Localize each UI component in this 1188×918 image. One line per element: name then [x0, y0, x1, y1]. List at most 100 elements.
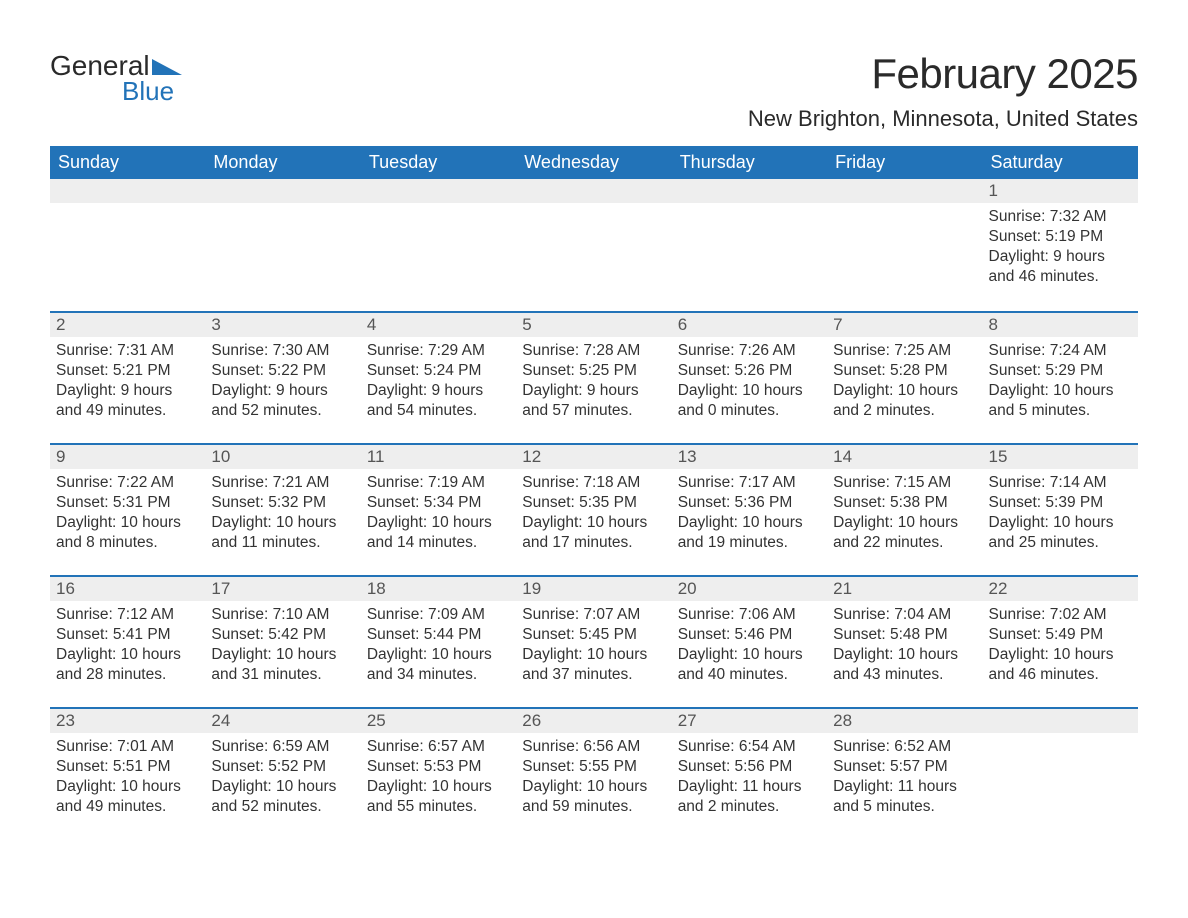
day-body: Sunrise: 7:24 AMSunset: 5:29 PMDaylight:…	[983, 337, 1138, 432]
day-number: 7	[827, 313, 982, 337]
day-body: Sunrise: 6:56 AMSunset: 5:55 PMDaylight:…	[516, 733, 671, 828]
day-number: 5	[516, 313, 671, 337]
weekday-header: Saturday	[983, 146, 1138, 179]
weekday-header: Sunday	[50, 146, 205, 179]
weekday-header: Friday	[827, 146, 982, 179]
day-d1: Daylight: 10 hours	[56, 645, 199, 665]
day-body: Sunrise: 7:22 AMSunset: 5:31 PMDaylight:…	[50, 469, 205, 564]
day-d1: Daylight: 10 hours	[678, 381, 821, 401]
day-number: 23	[50, 709, 205, 733]
day-ss: Sunset: 5:22 PM	[211, 361, 354, 381]
day-ss: Sunset: 5:49 PM	[989, 625, 1132, 645]
calendar-day	[50, 179, 205, 311]
calendar-day: 20Sunrise: 7:06 AMSunset: 5:46 PMDayligh…	[672, 577, 827, 707]
day-number	[361, 179, 516, 203]
day-number: 4	[361, 313, 516, 337]
logo: General Blue	[50, 50, 182, 107]
day-d2: and 5 minutes.	[833, 797, 976, 817]
calendar-day: 4Sunrise: 7:29 AMSunset: 5:24 PMDaylight…	[361, 313, 516, 443]
day-d2: and 54 minutes.	[367, 401, 510, 421]
day-ss: Sunset: 5:53 PM	[367, 757, 510, 777]
day-d1: Daylight: 9 hours	[522, 381, 665, 401]
calendar-day	[205, 179, 360, 311]
day-ss: Sunset: 5:25 PM	[522, 361, 665, 381]
day-sr: Sunrise: 7:29 AM	[367, 341, 510, 361]
day-number: 10	[205, 445, 360, 469]
calendar-day: 6Sunrise: 7:26 AMSunset: 5:26 PMDaylight…	[672, 313, 827, 443]
day-sr: Sunrise: 7:09 AM	[367, 605, 510, 625]
day-sr: Sunrise: 7:24 AM	[989, 341, 1132, 361]
day-ss: Sunset: 5:52 PM	[211, 757, 354, 777]
day-ss: Sunset: 5:48 PM	[833, 625, 976, 645]
calendar-day: 7Sunrise: 7:25 AMSunset: 5:28 PMDaylight…	[827, 313, 982, 443]
day-ss: Sunset: 5:21 PM	[56, 361, 199, 381]
day-number: 20	[672, 577, 827, 601]
day-d2: and 14 minutes.	[367, 533, 510, 553]
calendar: SundayMondayTuesdayWednesdayThursdayFrid…	[50, 146, 1138, 839]
calendar-day: 27Sunrise: 6:54 AMSunset: 5:56 PMDayligh…	[672, 709, 827, 839]
day-sr: Sunrise: 7:17 AM	[678, 473, 821, 493]
day-d2: and 2 minutes.	[678, 797, 821, 817]
day-body: Sunrise: 7:21 AMSunset: 5:32 PMDaylight:…	[205, 469, 360, 564]
calendar-day: 24Sunrise: 6:59 AMSunset: 5:52 PMDayligh…	[205, 709, 360, 839]
day-number: 27	[672, 709, 827, 733]
day-body: Sunrise: 7:12 AMSunset: 5:41 PMDaylight:…	[50, 601, 205, 696]
day-sr: Sunrise: 7:32 AM	[989, 207, 1132, 227]
day-ss: Sunset: 5:32 PM	[211, 493, 354, 513]
day-body: Sunrise: 6:59 AMSunset: 5:52 PMDaylight:…	[205, 733, 360, 828]
title-block: February 2025 New Brighton, Minnesota, U…	[748, 50, 1138, 142]
calendar-day: 14Sunrise: 7:15 AMSunset: 5:38 PMDayligh…	[827, 445, 982, 575]
day-body: Sunrise: 6:52 AMSunset: 5:57 PMDaylight:…	[827, 733, 982, 828]
day-d2: and 43 minutes.	[833, 665, 976, 685]
day-number: 3	[205, 313, 360, 337]
day-number: 9	[50, 445, 205, 469]
calendar-day: 12Sunrise: 7:18 AMSunset: 5:35 PMDayligh…	[516, 445, 671, 575]
day-number	[205, 179, 360, 203]
day-ss: Sunset: 5:56 PM	[678, 757, 821, 777]
day-body: Sunrise: 7:19 AMSunset: 5:34 PMDaylight:…	[361, 469, 516, 564]
day-number: 16	[50, 577, 205, 601]
day-d2: and 8 minutes.	[56, 533, 199, 553]
day-d2: and 46 minutes.	[989, 267, 1132, 287]
day-sr: Sunrise: 7:31 AM	[56, 341, 199, 361]
day-d2: and 11 minutes.	[211, 533, 354, 553]
calendar-week: 23Sunrise: 7:01 AMSunset: 5:51 PMDayligh…	[50, 707, 1138, 839]
day-d1: Daylight: 10 hours	[678, 513, 821, 533]
day-sr: Sunrise: 7:26 AM	[678, 341, 821, 361]
day-sr: Sunrise: 7:01 AM	[56, 737, 199, 757]
day-d1: Daylight: 10 hours	[367, 645, 510, 665]
day-sr: Sunrise: 6:52 AM	[833, 737, 976, 757]
calendar-week: 9Sunrise: 7:22 AMSunset: 5:31 PMDaylight…	[50, 443, 1138, 575]
day-d1: Daylight: 10 hours	[833, 513, 976, 533]
day-sr: Sunrise: 7:18 AM	[522, 473, 665, 493]
day-sr: Sunrise: 7:14 AM	[989, 473, 1132, 493]
calendar-body: 1Sunrise: 7:32 AMSunset: 5:19 PMDaylight…	[50, 179, 1138, 839]
day-d2: and 17 minutes.	[522, 533, 665, 553]
day-body: Sunrise: 6:57 AMSunset: 5:53 PMDaylight:…	[361, 733, 516, 828]
weekday-header: Thursday	[672, 146, 827, 179]
day-d1: Daylight: 10 hours	[56, 513, 199, 533]
day-d1: Daylight: 10 hours	[211, 777, 354, 797]
day-body: Sunrise: 7:01 AMSunset: 5:51 PMDaylight:…	[50, 733, 205, 828]
day-body: Sunrise: 7:07 AMSunset: 5:45 PMDaylight:…	[516, 601, 671, 696]
calendar-day: 5Sunrise: 7:28 AMSunset: 5:25 PMDaylight…	[516, 313, 671, 443]
day-sr: Sunrise: 7:02 AM	[989, 605, 1132, 625]
day-ss: Sunset: 5:19 PM	[989, 227, 1132, 247]
day-d2: and 59 minutes.	[522, 797, 665, 817]
day-d2: and 52 minutes.	[211, 797, 354, 817]
day-d1: Daylight: 10 hours	[989, 645, 1132, 665]
day-ss: Sunset: 5:41 PM	[56, 625, 199, 645]
day-d2: and 49 minutes.	[56, 797, 199, 817]
day-number: 19	[516, 577, 671, 601]
day-sr: Sunrise: 7:25 AM	[833, 341, 976, 361]
day-sr: Sunrise: 7:30 AM	[211, 341, 354, 361]
day-ss: Sunset: 5:26 PM	[678, 361, 821, 381]
day-d1: Daylight: 9 hours	[211, 381, 354, 401]
day-number: 14	[827, 445, 982, 469]
day-ss: Sunset: 5:31 PM	[56, 493, 199, 513]
day-number: 25	[361, 709, 516, 733]
calendar-day: 1Sunrise: 7:32 AMSunset: 5:19 PMDaylight…	[983, 179, 1138, 311]
day-number	[827, 179, 982, 203]
day-sr: Sunrise: 6:56 AM	[522, 737, 665, 757]
day-body: Sunrise: 7:32 AMSunset: 5:19 PMDaylight:…	[983, 203, 1138, 298]
